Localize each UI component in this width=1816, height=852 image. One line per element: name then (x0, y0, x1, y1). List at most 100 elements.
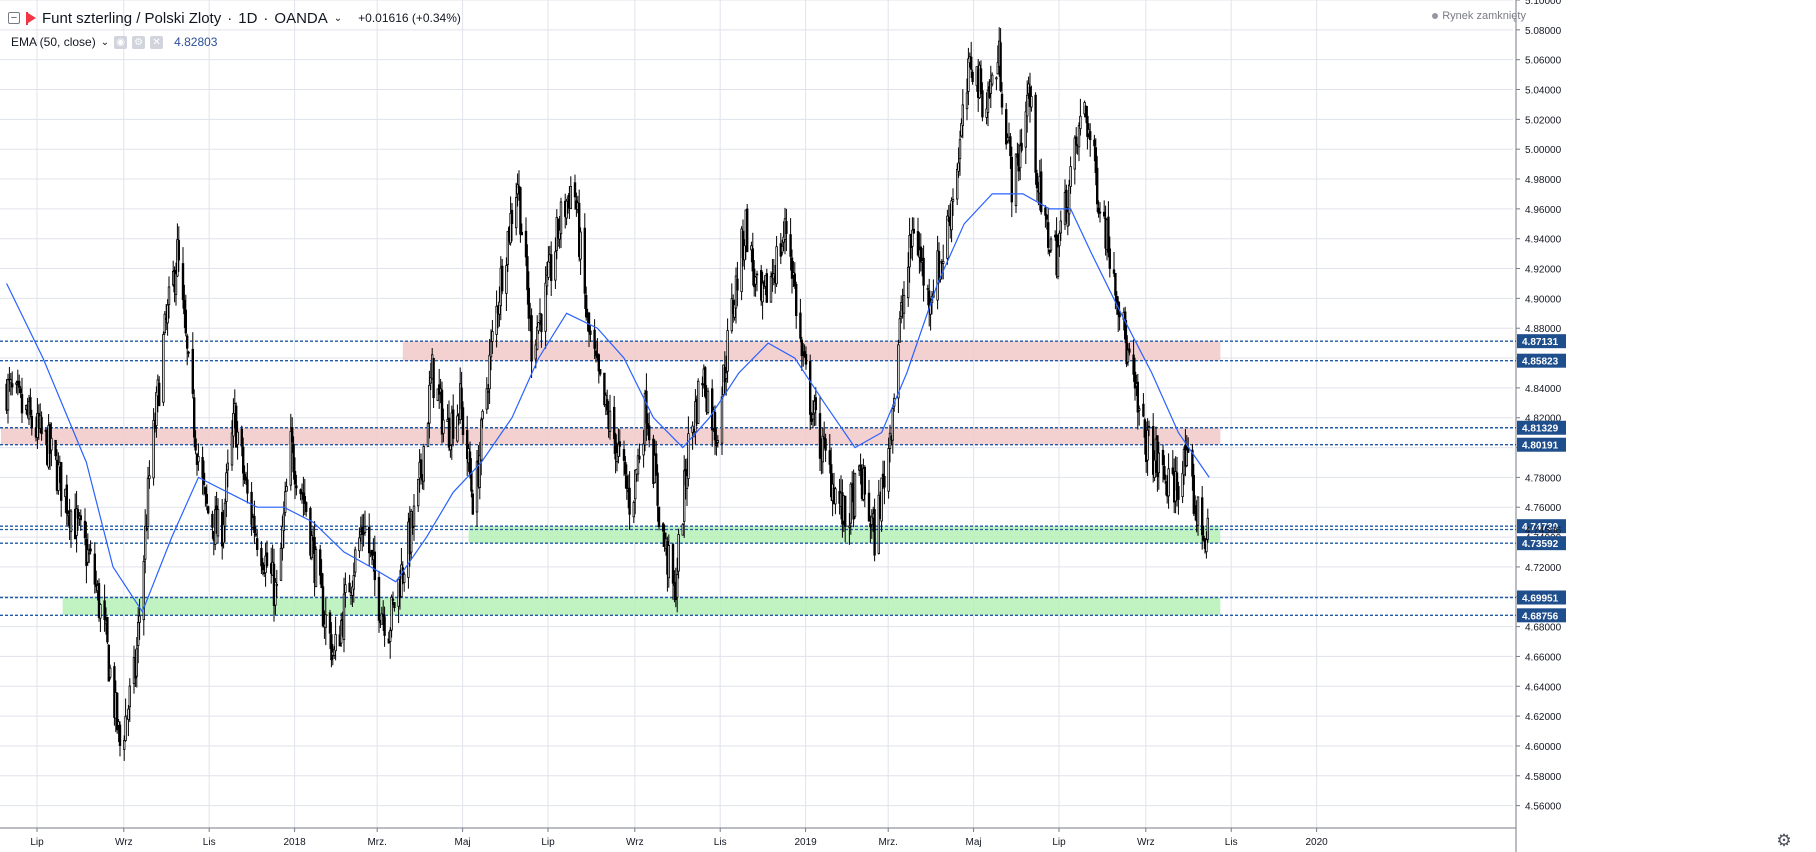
indicator-name[interactable]: EMA (50, close) (11, 35, 96, 49)
indicator-legend: EMA (50, close) ⌄ ◉ ⚙ ✕ 4.82803 (11, 33, 217, 51)
candle-body (691, 425, 694, 433)
candle-body (926, 288, 930, 290)
candle-body (622, 449, 626, 461)
last-price-label: 4.74506 (1525, 526, 1562, 537)
eye-icon[interactable]: ◉ (114, 35, 128, 49)
candle-body (526, 256, 529, 291)
candle-body (1020, 142, 1023, 151)
candle-body (60, 461, 63, 501)
candle-body (1147, 425, 1151, 428)
candle-body (1152, 426, 1155, 475)
candle-body (790, 257, 794, 279)
candle-body (873, 509, 876, 556)
candle-body (205, 493, 209, 504)
settings-icon[interactable]: ⚙ (132, 35, 146, 49)
candle-body (328, 612, 332, 634)
level-price-label: 4.68756 (1522, 611, 1559, 622)
candle-body (736, 278, 739, 291)
candle-body (656, 472, 659, 506)
flag-icon[interactable] (26, 11, 36, 25)
candle-body (667, 545, 671, 579)
candle-body (632, 502, 636, 518)
candle-body (246, 479, 249, 494)
candle-body (491, 331, 494, 342)
x-tick-label: 2018 (283, 837, 306, 848)
candle-body (516, 184, 519, 195)
candle-body (409, 511, 413, 553)
candle-body (859, 464, 862, 472)
candle-body (589, 330, 592, 335)
candle-body (135, 648, 139, 677)
x-tick-label: Wrz (115, 837, 133, 848)
candle-body (547, 261, 550, 278)
candle-body (1034, 94, 1037, 173)
candle-body (743, 245, 746, 261)
support-zone (468, 526, 1221, 544)
candle-body (985, 108, 988, 118)
candle-body (970, 56, 973, 70)
candle-body (741, 230, 745, 259)
collapse-icon[interactable]: − (8, 12, 20, 24)
candle-body (274, 581, 277, 606)
candle-body (367, 526, 371, 554)
candle-body (292, 443, 295, 473)
candle-body (194, 438, 197, 451)
candle-body (785, 221, 788, 234)
candle-body (116, 692, 119, 731)
candle-body (348, 582, 351, 593)
candle-body (93, 553, 97, 585)
source-label[interactable]: OANDA (274, 9, 328, 27)
candle-body (617, 443, 620, 457)
candle-body (225, 472, 228, 502)
y-tick-label: 5.02000 (1525, 115, 1562, 126)
candle-body (971, 71, 974, 83)
y-tick-label: 4.98000 (1525, 175, 1562, 186)
indicator-chevron-down-icon[interactable]: ⌄ (100, 36, 110, 48)
candle-body (811, 414, 815, 420)
candle-body (83, 520, 87, 539)
symbol-name[interactable]: Funt szterling / Polski Zloty (42, 9, 222, 27)
candle-body (1040, 171, 1043, 213)
candle-body (146, 477, 150, 528)
level-price-tag (1517, 334, 1566, 349)
candle-body (877, 494, 881, 554)
candle-body (1094, 147, 1098, 174)
candle-body (358, 537, 361, 552)
y-tick-label: 4.94000 (1525, 235, 1562, 246)
candle-body (981, 90, 984, 118)
candle-body (765, 273, 769, 303)
candle-body (642, 443, 645, 456)
candle-body (99, 604, 102, 619)
candles (5, 27, 1210, 761)
candle-body (1191, 449, 1194, 477)
candle-body (65, 484, 69, 514)
candle-body (834, 488, 837, 505)
chevron-down-icon[interactable]: ⌄ (333, 12, 343, 24)
candle-body (853, 473, 857, 517)
candle-body (447, 417, 451, 448)
y-tick-label: 5.08000 (1525, 26, 1562, 37)
candle-body (500, 265, 504, 292)
candle-body (318, 549, 322, 576)
candle-body (999, 42, 1002, 91)
candle-body (867, 492, 871, 522)
gear-icon[interactable]: ⚙ (1776, 831, 1792, 850)
level-price-label: 4.81329 (1522, 424, 1559, 435)
candle-body (226, 462, 230, 471)
y-tick-label: 5.06000 (1525, 56, 1562, 67)
candle-body (191, 348, 195, 394)
candle-body (250, 491, 253, 525)
candle-body (181, 263, 185, 301)
candle-body (428, 384, 431, 424)
y-tick-label: 4.62000 (1525, 712, 1562, 723)
interval-label[interactable]: 1D (238, 9, 258, 27)
candle-body (303, 496, 307, 504)
candle-body (585, 295, 588, 318)
remove-icon[interactable]: ✕ (150, 35, 164, 49)
candle-body (613, 406, 616, 440)
candle-body (928, 290, 931, 311)
y-tick-label: 5.00000 (1525, 145, 1562, 156)
x-tick-label: 2020 (1305, 837, 1328, 848)
candle-body (645, 390, 648, 424)
